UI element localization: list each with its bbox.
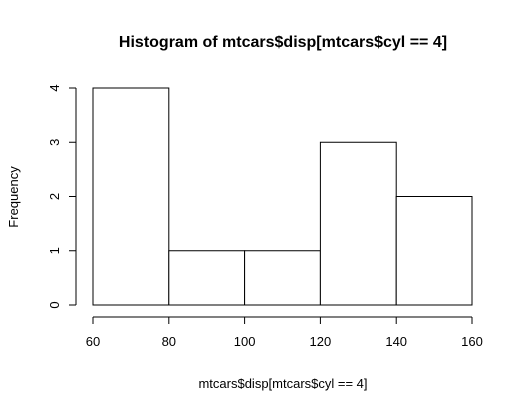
y-axis: 0 1 2 3 4 [47, 84, 77, 309]
x-tick-label-100: 100 [234, 334, 256, 349]
x-tick-label-80: 80 [162, 334, 176, 349]
bar-140-160 [395, 196, 473, 306]
x-tick-label-160: 160 [461, 334, 483, 349]
x-tick-label-120: 120 [310, 334, 332, 349]
bar-120-140 [319, 141, 397, 306]
x-tick-label-140: 140 [385, 334, 407, 349]
bar-80-100 [168, 250, 246, 306]
x-tick-label-60: 60 [86, 334, 100, 349]
x-axis-label: mtcars$disp[mtcars$cyl == 4] [198, 376, 367, 391]
y-tick-label-2: 2 [47, 193, 62, 200]
y-tick-label-3: 3 [47, 139, 62, 146]
chart-title: Histogram of mtcars$disp[mtcars$cyl == 4… [119, 34, 447, 51]
x-axis: 60 80 100 120 140 160 [86, 316, 483, 349]
bars-group [92, 87, 473, 306]
y-tick-label-4: 4 [47, 84, 62, 91]
y-tick-label-1: 1 [47, 247, 62, 254]
bar-100-120 [244, 250, 321, 306]
y-tick-label-0: 0 [47, 301, 62, 308]
y-axis-label: Frequency [6, 166, 21, 228]
bar-60-80 [92, 87, 170, 306]
